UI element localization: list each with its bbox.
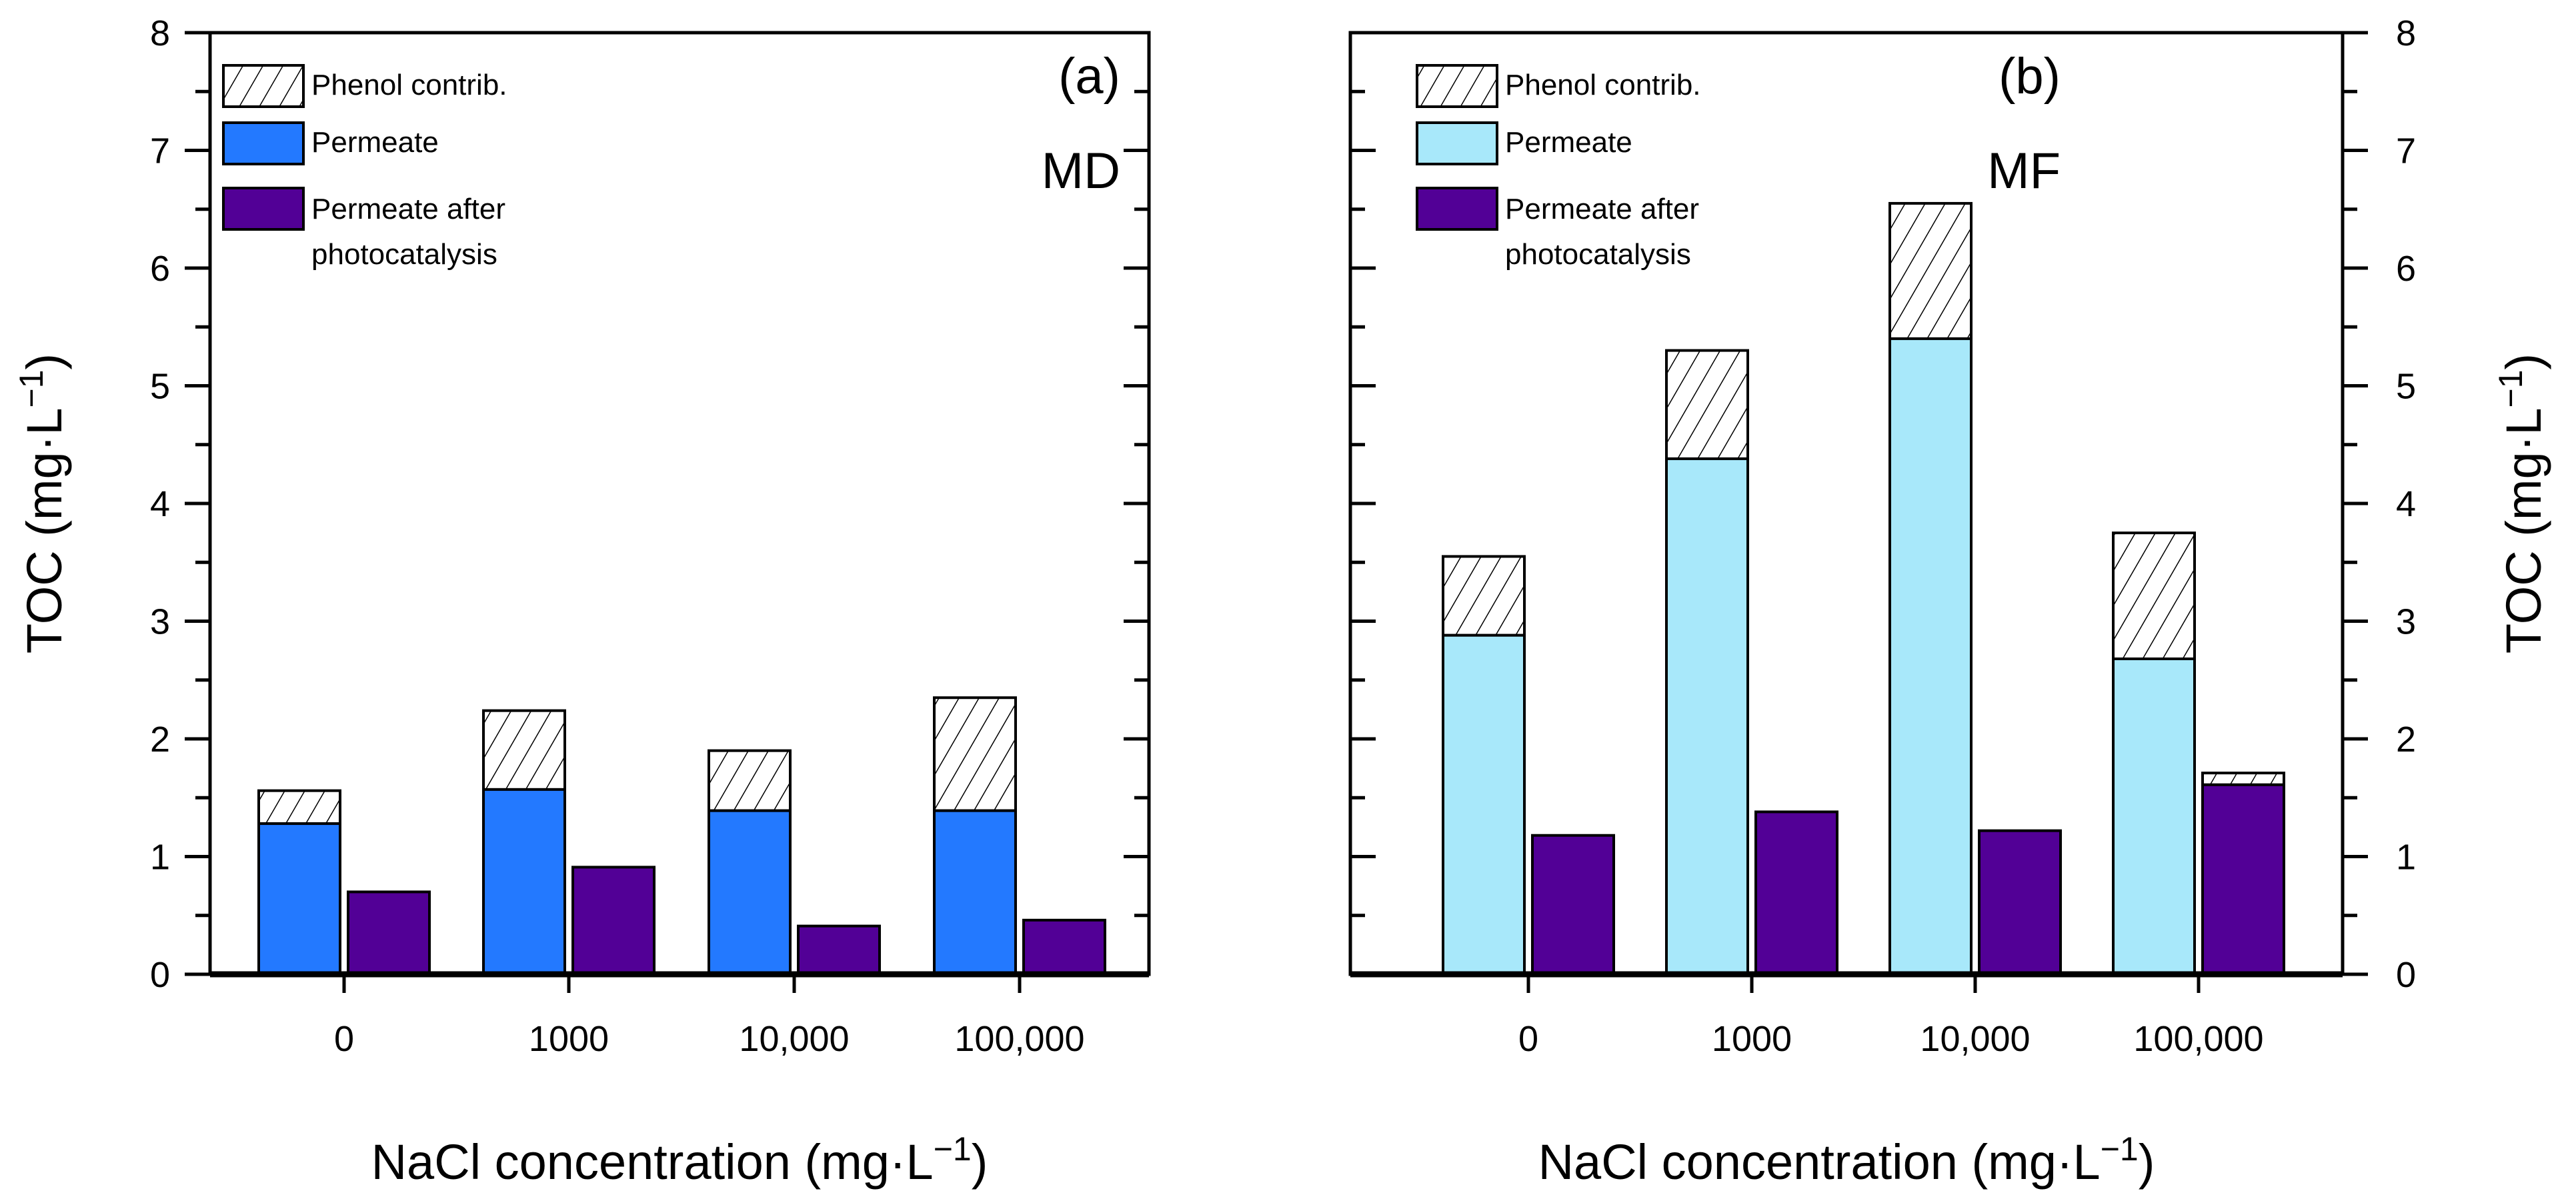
y-tick-label: 7 <box>150 131 170 171</box>
phenol-contrib-bar <box>1665 349 1749 460</box>
permeate-bar <box>708 809 792 976</box>
panel-label: (a) <box>1058 48 1120 105</box>
x-axis-title: NaCl concentration (mg·L−1) <box>371 1130 988 1190</box>
legend-label-photocatalysis-2: photocatalysis <box>311 238 497 271</box>
permeate-bar <box>1442 634 1526 976</box>
panel-label: (b) <box>1999 48 2061 105</box>
x-tick-label: 100,000 <box>954 1019 1084 1059</box>
y-tick-label: 1 <box>2396 838 2416 878</box>
legend-swatch-phenol <box>222 64 305 108</box>
legend-swatch-permeate <box>222 121 305 165</box>
x-tick-label: 1000 <box>1712 1019 1792 1059</box>
y-tick-label: 0 <box>2396 955 2416 995</box>
phenol-contrib-bar <box>708 749 792 812</box>
y-title-end: ) <box>2496 353 2551 370</box>
phenol-contrib-bar <box>482 709 566 791</box>
x-axis-title: NaCl concentration (mg·L−1) <box>1538 1130 2155 1190</box>
y-title-sup: −1 <box>2492 369 2529 407</box>
y-title-end: ) <box>17 353 72 370</box>
x-title-end: ) <box>2139 1134 2155 1190</box>
y-tick-label: 0 <box>150 955 170 995</box>
legend-label-permeate: Permeate <box>311 126 439 159</box>
photocatalysis-bar <box>1754 810 1838 976</box>
x-title-sup: −1 <box>2101 1130 2139 1168</box>
x-tick-label: 0 <box>1518 1019 1538 1059</box>
legend: Phenol contrib. Permeate Permeate after pho… <box>1416 64 1701 271</box>
photocatalysis-bar <box>2201 783 2285 976</box>
x-tick-label: 10,000 <box>1920 1019 2030 1059</box>
permeate-bar <box>257 822 341 976</box>
photocatalysis-bar <box>1978 829 2062 976</box>
x-title-text: NaCl concentration (mg·L <box>371 1134 934 1190</box>
legend-label-photocatalysis: Permeate after <box>1505 193 1699 225</box>
x-title-end: ) <box>972 1134 988 1190</box>
y-title-text: TOC (mg·L <box>17 408 72 654</box>
legend-label-phenol: Phenol contrib. <box>311 69 507 101</box>
photocatalysis-bar <box>347 890 431 976</box>
y-axis-title: TOC (mg·L−1) <box>13 353 72 654</box>
permeate-bar <box>1888 337 1973 976</box>
y-tick-label: 8 <box>150 13 170 53</box>
y-tick-label: 3 <box>2396 602 2416 642</box>
permeate-bar <box>2112 657 2196 976</box>
legend-swatch-phenol <box>1416 64 1498 108</box>
y-tick-label: 5 <box>150 367 170 407</box>
legend-swatch-photocatalysis <box>222 187 305 231</box>
legend: Phenol contrib. Permeate Permeate after pho… <box>222 64 507 271</box>
y-tick-label: 2 <box>150 720 170 760</box>
y-title-sup: −1 <box>13 369 50 407</box>
y-tick-label: 6 <box>150 249 170 289</box>
y-tick-label: 8 <box>2396 13 2416 53</box>
legend-swatch-permeate <box>1416 121 1498 165</box>
y-axis-title: TOC (mg·L−1) <box>2492 353 2551 654</box>
x-tick-label: 10,000 <box>739 1019 849 1059</box>
photocatalysis-bar <box>1531 834 1615 976</box>
y-tick-label: 3 <box>150 602 170 642</box>
photocatalysis-bar <box>1022 918 1106 976</box>
phenol-contrib-bar <box>2201 772 2285 786</box>
permeate-bar <box>933 809 1017 976</box>
y-tick-label: 6 <box>2396 249 2416 289</box>
x-tick-label: 0 <box>334 1019 354 1059</box>
x-tick-label: 100,000 <box>2133 1019 2263 1059</box>
y-tick-label: 5 <box>2396 367 2416 407</box>
phenol-contrib-bar <box>933 696 1017 812</box>
x-title-sup: −1 <box>934 1130 972 1168</box>
process-label: MF <box>1987 143 2061 199</box>
y-tick-label: 2 <box>2396 720 2416 760</box>
x-tick-label: 1000 <box>529 1019 609 1059</box>
legend-label-photocatalysis: Permeate after <box>311 193 505 225</box>
process-label: MD <box>1042 143 1120 199</box>
phenol-contrib-bar <box>1888 201 1973 340</box>
photocatalysis-bar <box>797 924 881 976</box>
legend-label-phenol: Phenol contrib. <box>1505 69 1701 101</box>
y-tick-label: 4 <box>150 484 170 524</box>
y-tick-label: 4 <box>2396 484 2416 524</box>
legend-label-permeate: Permeate <box>1505 126 1632 159</box>
x-title-text: NaCl concentration (mg·L <box>1538 1134 2101 1190</box>
phenol-contrib-bar <box>2112 531 2196 660</box>
permeate-bar <box>482 788 566 976</box>
permeate-bar <box>1665 457 1749 976</box>
photocatalysis-bar <box>571 866 656 976</box>
y-title-text: TOC (mg·L <box>2496 408 2551 654</box>
legend-label-photocatalysis-2: photocatalysis <box>1505 238 1691 271</box>
y-tick-label: 7 <box>2396 131 2416 171</box>
y-tick-label: 1 <box>150 838 170 878</box>
phenol-contrib-bar <box>257 789 341 826</box>
legend-swatch-photocatalysis <box>1416 187 1498 231</box>
phenol-contrib-bar <box>1442 555 1526 637</box>
